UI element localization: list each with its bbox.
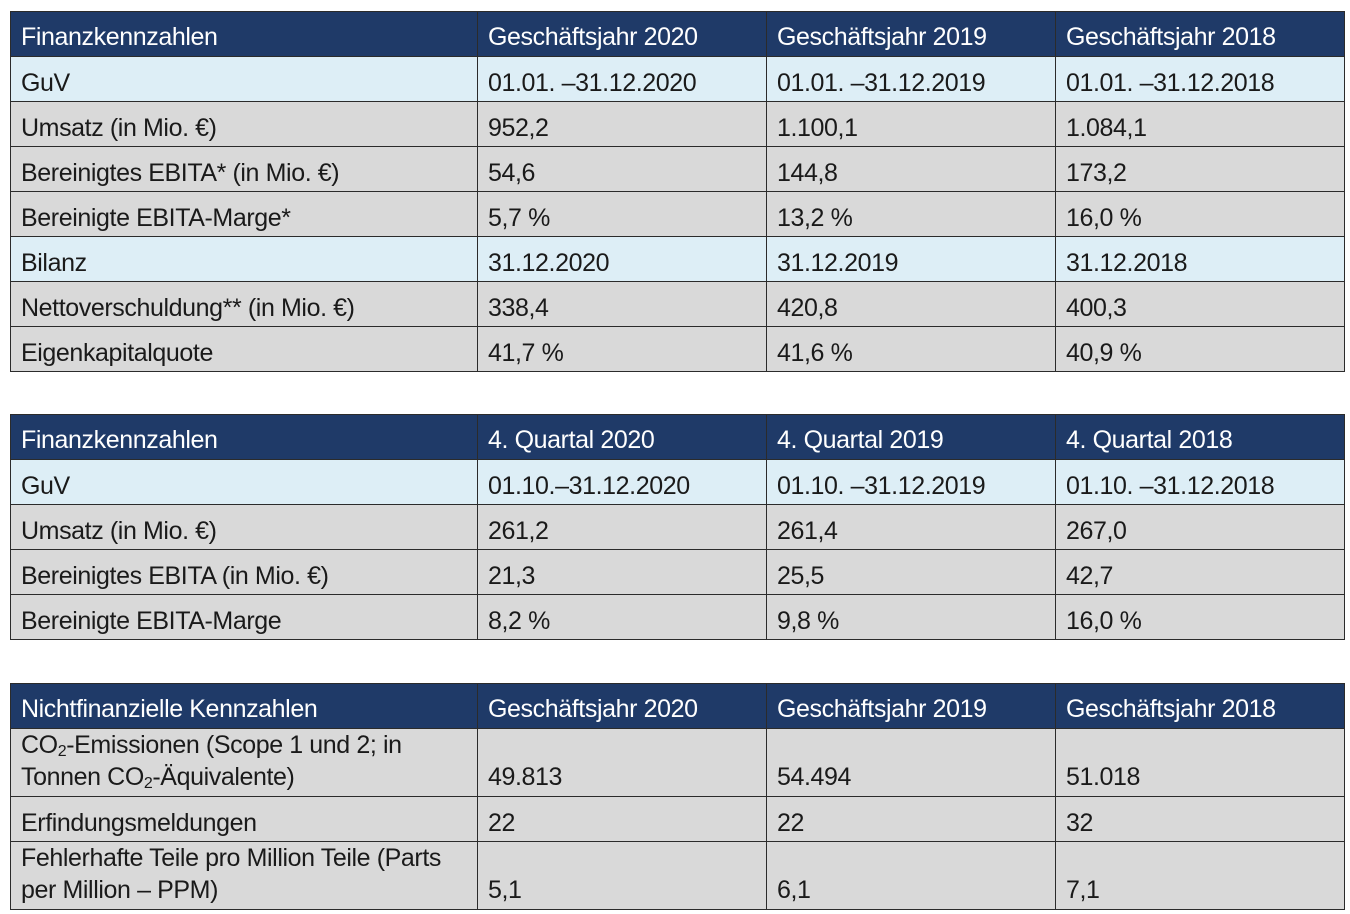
table-cell: 952,2: [477, 101, 767, 147]
table-row-co2: CO2-Emissionen (Scope 1 und 2; in Tonnen …: [10, 728, 1345, 797]
table-cell: 6,1: [766, 841, 1056, 910]
header-cell: Finanzkennzahlen: [10, 414, 478, 460]
financial-kpi-table-quarter: Finanzkennzahlen 4. Quartal 2020 4. Quar…: [10, 414, 1345, 640]
header-cell: Nichtfinanzielle Kennzahlen: [10, 683, 478, 729]
row-label: Bereinigte EBITA-Marge*: [10, 191, 478, 237]
table-header-row: Finanzkennzahlen Geschäftsjahr 2020 Gesc…: [10, 11, 1345, 57]
row-label: Bereinigte EBITA-Marge: [10, 594, 478, 640]
row-label: Fehlerhafte Teile pro Million Teile (Par…: [10, 841, 478, 910]
table-cell: 42,7: [1055, 549, 1345, 595]
table-row-ppm: Fehlerhafte Teile pro Million Teile (Par…: [10, 841, 1345, 910]
section-row-bilanz: Bilanz 31.12.2020 31.12.2019 31.12.2018: [10, 236, 1345, 282]
table-cell: 49.813: [477, 728, 767, 797]
header-cell: Geschäftsjahr 2018: [1055, 11, 1345, 57]
table-cell: 400,3: [1055, 281, 1345, 327]
table-cell: 5,7 %: [477, 191, 767, 237]
table-cell: 40,9 %: [1055, 326, 1345, 372]
table-row: Umsatz (in Mio. €) 952,2 1.100,1 1.084,1: [10, 101, 1345, 147]
row-label: Bereinigtes EBITA* (in Mio. €): [10, 146, 478, 192]
header-cell: Geschäftsjahr 2019: [766, 11, 1056, 57]
section-row-guv: GuV 01.01. –31.12.2020 01.01. –31.12.201…: [10, 56, 1345, 102]
table-cell: 51.018: [1055, 728, 1345, 797]
table-cell: 9,8 %: [766, 594, 1056, 640]
table-row: Bereinigte EBITA-Marge 8,2 % 9,8 % 16,0 …: [10, 594, 1345, 640]
table-cell: 01.01. –31.12.2019: [766, 56, 1056, 102]
table-header-row: Finanzkennzahlen 4. Quartal 2020 4. Quar…: [10, 414, 1345, 460]
table-cell: 41,6 %: [766, 326, 1056, 372]
table-cell: 22: [766, 796, 1056, 842]
table-cell: 31.12.2020: [477, 236, 767, 282]
row-label: GuV: [10, 56, 478, 102]
header-cell: 4. Quartal 2018: [1055, 414, 1345, 460]
table-cell: 338,4: [477, 281, 767, 327]
table-cell: 41,7 %: [477, 326, 767, 372]
table-row: Bereinigtes EBITA (in Mio. €) 21,3 25,5 …: [10, 549, 1345, 595]
table-cell: 01.01. –31.12.2020: [477, 56, 767, 102]
table-cell: 22: [477, 796, 767, 842]
table-cell: 31.12.2019: [766, 236, 1056, 282]
table-cell: 5,1: [477, 841, 767, 910]
table-cell: 54,6: [477, 146, 767, 192]
row-label: Nettoverschuldung** (in Mio. €): [10, 281, 478, 327]
header-cell: 4. Quartal 2020: [477, 414, 767, 460]
table-cell: 8,2 %: [477, 594, 767, 640]
row-label: Bilanz: [10, 236, 478, 282]
row-label: Eigenkapitalquote: [10, 326, 478, 372]
table-row: Nettoverschuldung** (in Mio. €) 338,4 42…: [10, 281, 1345, 327]
financial-kpi-table-fiscal-year: Finanzkennzahlen Geschäftsjahr 2020 Gesc…: [10, 11, 1345, 372]
table-cell: 21,3: [477, 549, 767, 595]
table-cell: 54.494: [766, 728, 1056, 797]
table-row: Umsatz (in Mio. €) 261,2 261,4 267,0: [10, 504, 1345, 550]
table-cell: 144,8: [766, 146, 1056, 192]
table-cell: 32: [1055, 796, 1345, 842]
table-cell: 173,2: [1055, 146, 1345, 192]
table-cell: 261,4: [766, 504, 1056, 550]
table-cell: 01.10.–31.12.2020: [477, 459, 767, 505]
header-cell: Geschäftsjahr 2020: [477, 11, 767, 57]
header-cell: Geschäftsjahr 2018: [1055, 683, 1345, 729]
non-financial-kpi-table: Nichtfinanzielle Kennzahlen Geschäftsjah…: [10, 683, 1345, 910]
header-cell: 4. Quartal 2019: [766, 414, 1056, 460]
row-label: GuV: [10, 459, 478, 505]
row-label: Umsatz (in Mio. €): [10, 101, 478, 147]
table-cell: 1.100,1: [766, 101, 1056, 147]
table-row: Bereinigtes EBITA* (in Mio. €) 54,6 144,…: [10, 146, 1345, 192]
table-cell: 7,1: [1055, 841, 1345, 910]
header-cell: Finanzkennzahlen: [10, 11, 478, 57]
table-cell: 01.01. –31.12.2018: [1055, 56, 1345, 102]
table-cell: 13,2 %: [766, 191, 1056, 237]
header-cell: Geschäftsjahr 2019: [766, 683, 1056, 729]
section-row-guv: GuV 01.10.–31.12.2020 01.10. –31.12.2019…: [10, 459, 1345, 505]
table-cell: 16,0 %: [1055, 594, 1345, 640]
table-row: Erfindungsmeldungen 22 22 32: [10, 796, 1345, 842]
table-cell: 01.10. –31.12.2018: [1055, 459, 1345, 505]
table-cell: 25,5: [766, 549, 1056, 595]
table-cell: 16,0 %: [1055, 191, 1345, 237]
row-label: Erfindungsmeldungen: [10, 796, 478, 842]
table-cell: 01.10. –31.12.2019: [766, 459, 1056, 505]
row-label: Umsatz (in Mio. €): [10, 504, 478, 550]
table-header-row: Nichtfinanzielle Kennzahlen Geschäftsjah…: [10, 683, 1345, 729]
row-label: CO2-Emissionen (Scope 1 und 2; in Tonnen …: [10, 728, 478, 797]
row-label: Bereinigtes EBITA (in Mio. €): [10, 549, 478, 595]
table-cell: 261,2: [477, 504, 767, 550]
table-row: Bereinigte EBITA-Marge* 5,7 % 13,2 % 16,…: [10, 191, 1345, 237]
table-cell: 267,0: [1055, 504, 1345, 550]
table-cell: 420,8: [766, 281, 1056, 327]
header-cell: Geschäftsjahr 2020: [477, 683, 767, 729]
table-cell: 31.12.2018: [1055, 236, 1345, 282]
table-row: Eigenkapitalquote 41,7 % 41,6 % 40,9 %: [10, 326, 1345, 372]
table-cell: 1.084,1: [1055, 101, 1345, 147]
